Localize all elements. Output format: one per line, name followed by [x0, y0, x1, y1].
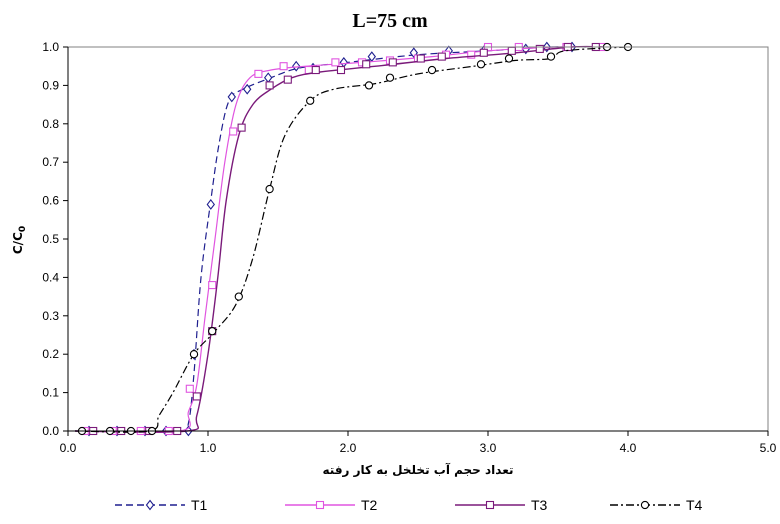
- x-axis-label: تعداد حجم آب تخلخل به کار رفته: [323, 462, 514, 477]
- data-point-t3: [388, 58, 397, 67]
- series-line-t4: [74, 46, 629, 433]
- y-tick-label: 0.0: [42, 424, 59, 438]
- data-point-t4: [189, 350, 199, 359]
- legend-label-t1: T1: [191, 497, 208, 513]
- plot-area: [74, 41, 633, 437]
- legend-label-t3: T3: [531, 497, 548, 513]
- data-point-t4: [364, 81, 374, 90]
- data-point-t1: [339, 56, 348, 68]
- y-tick-label: 0.2: [42, 347, 59, 361]
- data-point-t3: [437, 52, 446, 61]
- data-point-t2: [254, 69, 263, 78]
- y-tick-label: 0.5: [42, 232, 59, 246]
- y-tick-label: 0.9: [42, 78, 59, 92]
- x-tick-label: 4.0: [620, 441, 637, 455]
- x-tick-label: 5.0: [760, 441, 777, 455]
- data-point-t4: [546, 52, 556, 61]
- data-point-t1: [227, 91, 236, 103]
- legend: T1 T2 T3 T4: [115, 497, 703, 513]
- data-point-t4: [234, 292, 243, 301]
- x-tick-label: 1.0: [200, 441, 217, 455]
- data-point-t3: [535, 44, 544, 53]
- data-point-t1: [292, 60, 301, 72]
- data-point-t2: [185, 384, 194, 393]
- data-point-t4: [504, 54, 514, 63]
- data-point-t3: [416, 54, 425, 63]
- series-line-t1: [74, 46, 587, 433]
- y-tick-label: 0.7: [42, 155, 59, 169]
- legend-item-t2: T2: [285, 497, 378, 513]
- data-point-t2: [279, 62, 288, 71]
- legend-item-t4: T4: [610, 497, 703, 513]
- y-tick-label: 0.1: [42, 386, 59, 400]
- data-point-t2: [304, 65, 313, 75]
- y-tick-label: 1.0: [42, 40, 59, 54]
- data-point-t3: [479, 48, 488, 57]
- y-tick-label: 0.8: [42, 117, 59, 131]
- data-point-t3: [237, 123, 246, 132]
- data-point-t2: [208, 281, 217, 290]
- y-tick-label: 0.4: [42, 270, 59, 284]
- data-point-t3: [192, 392, 201, 401]
- data-point-t3: [311, 65, 320, 75]
- data-point-t3: [336, 65, 346, 75]
- data-point-t1: [264, 72, 273, 84]
- axes: 0.0 0.1 0.2 0.3 0.4 0.5 0.6 0.7 0.8 0.9 1.0 0.0 1.0 2…: [42, 40, 776, 455]
- x-tick-label: 0.0: [60, 441, 77, 455]
- legend-label-t4: T4: [686, 497, 703, 513]
- data-point-t2: [331, 58, 340, 67]
- legend-marker-t3: [485, 500, 495, 510]
- y-tick-label: 0.6: [42, 194, 59, 208]
- series-t1: [74, 41, 587, 437]
- data-point-t3: [362, 60, 371, 69]
- y-axis-label: C/C0: [11, 226, 28, 254]
- plot-frame: [67, 46, 769, 432]
- data-point-t1: [243, 83, 252, 95]
- series-t3: [74, 42, 608, 436]
- legend-marker-t1: [145, 499, 155, 511]
- data-point-t4: [306, 96, 315, 105]
- data-point-t3: [265, 81, 274, 90]
- data-point-t1: [206, 199, 215, 210]
- x-tick-label: 3.0: [480, 441, 497, 455]
- data-point-t4: [265, 184, 274, 194]
- chart-title: L=75 cm: [352, 10, 428, 32]
- data-point-t4: [385, 73, 395, 82]
- y-tick-label: 0.3: [42, 309, 59, 323]
- data-point-t4: [476, 60, 486, 69]
- data-point-t3: [507, 46, 516, 55]
- y-axis-label-subscript: 0: [18, 226, 28, 232]
- series-t4: [74, 42, 633, 436]
- legend-item-t3: T3: [455, 497, 548, 513]
- legend-marker-t2: [315, 500, 325, 510]
- data-point-t4: [208, 327, 217, 336]
- legend-marker-t4: [640, 500, 650, 510]
- data-point-t4: [427, 65, 437, 75]
- legend-label-t2: T2: [361, 497, 378, 513]
- data-point-t2: [229, 127, 238, 136]
- legend-item-t1: T1: [115, 497, 208, 513]
- data-point-t2: [467, 50, 476, 59]
- series-line-t2: [74, 46, 608, 434]
- data-point-t3: [283, 75, 292, 84]
- series-line-t3: [74, 45, 608, 433]
- y-axis-label-main: C/C: [11, 232, 25, 254]
- series-t2: [74, 42, 608, 436]
- x-tick-label: 2.0: [340, 441, 357, 455]
